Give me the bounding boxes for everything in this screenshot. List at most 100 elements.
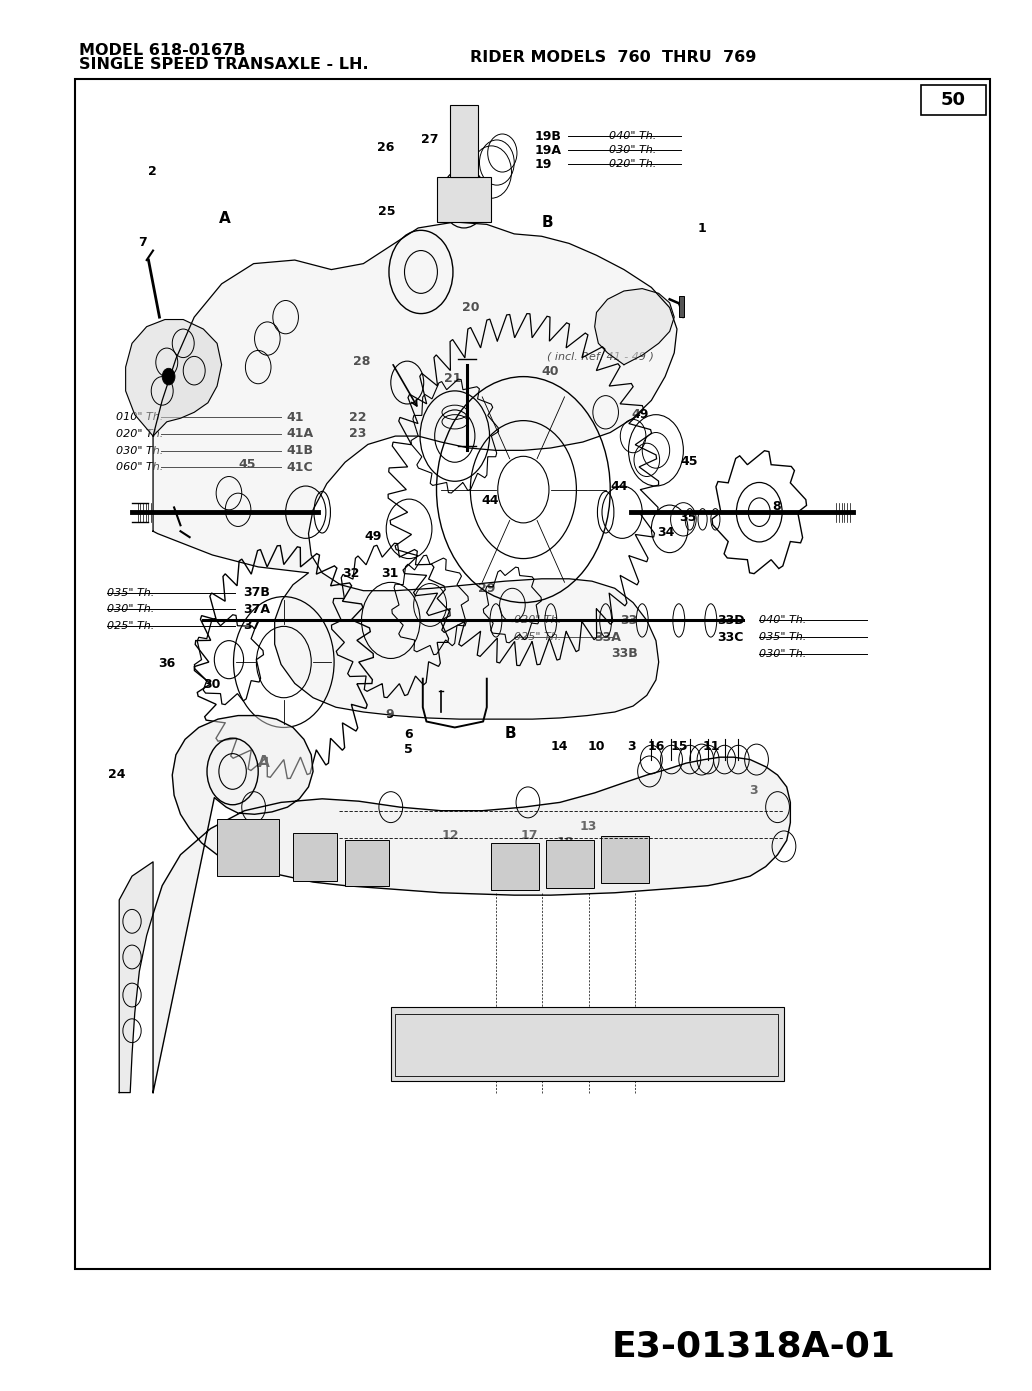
Text: 23: 23 [350,427,366,441]
Text: 33: 33 [620,613,638,627]
Text: 1: 1 [698,221,706,235]
Text: 15: 15 [671,740,687,754]
Circle shape [162,369,175,385]
Text: B: B [541,216,553,230]
Text: 44: 44 [611,480,627,494]
Text: 30: 30 [203,677,220,691]
Text: 19: 19 [535,157,552,171]
Text: 12: 12 [442,829,458,843]
Bar [921,85,986,115]
Text: 2: 2 [149,164,157,178]
Text: 13: 13 [580,819,596,833]
Text: 40: 40 [542,364,559,378]
Bar [450,106,478,177]
Text: 32: 32 [343,566,359,580]
Text: 45: 45 [681,455,698,469]
Text: 29: 29 [479,581,495,595]
Text: ( incl. Ref. 41 - 49 ): ( incl. Ref. 41 - 49 ) [547,351,654,362]
Text: 21: 21 [444,371,461,385]
Text: 025" Th.: 025" Th. [107,620,155,632]
Text: 41B: 41B [287,444,314,458]
Polygon shape [120,862,153,1092]
Text: 7: 7 [138,235,147,249]
Text: 19B: 19B [535,129,561,143]
Text: 45: 45 [239,458,256,472]
Text: 27: 27 [421,132,438,146]
Text: 030" Th.: 030" Th. [609,145,656,156]
Bar [491,843,539,890]
Text: 020" Th.: 020" Th. [514,615,561,626]
Text: 4: 4 [378,858,386,872]
Text: 37: 37 [244,619,261,633]
Text: 33C: 33C [717,630,744,644]
Text: 37B: 37B [244,586,270,600]
Text: 030" Th.: 030" Th. [116,445,163,456]
Text: 33B: 33B [611,647,638,661]
Text: 060" Th.: 060" Th. [116,462,163,473]
Text: RIDER MODELS  760  THRU  769: RIDER MODELS 760 THRU 769 [470,50,755,65]
Text: 025" Th.: 025" Th. [514,632,561,643]
Bar [217,819,280,876]
Text: 19A: 19A [535,143,561,157]
Text: 37A: 37A [244,602,270,616]
Text: 41: 41 [287,410,304,424]
Text: 030" Th.: 030" Th. [759,648,806,659]
Text: 020" Th.: 020" Th. [116,428,163,440]
Text: 010" Th.: 010" Th. [116,412,163,423]
Text: 49: 49 [365,530,382,544]
Text: 035" Th.: 035" Th. [759,632,806,643]
Bar [391,1007,784,1081]
Text: 20: 20 [462,300,480,314]
Text: 3: 3 [749,783,757,797]
Bar [395,1014,777,1075]
Text: 020" Th.: 020" Th. [609,159,656,170]
Text: 040" Th.: 040" Th. [609,131,656,142]
Text: 6: 6 [405,727,413,741]
Text: A: A [219,211,231,225]
Polygon shape [126,320,222,435]
Bar [437,177,491,223]
Text: B: B [505,726,517,740]
Text: 41C: 41C [287,460,314,474]
Text: E3-01318A-01: E3-01318A-01 [611,1330,896,1363]
Text: 8: 8 [772,499,780,513]
Polygon shape [153,715,791,1092]
Text: 9: 9 [386,708,394,722]
Text: 28: 28 [353,355,369,369]
Bar [679,296,684,317]
Polygon shape [153,223,677,719]
Bar [345,840,389,886]
Polygon shape [594,288,674,364]
Text: 17: 17 [521,829,538,843]
Text: 035" Th.: 035" Th. [107,587,155,598]
Text: 040" Th.: 040" Th. [759,615,806,626]
Text: 14: 14 [551,740,568,754]
Text: 41A: 41A [287,427,314,441]
Bar [293,833,336,881]
Text: 11: 11 [703,740,719,754]
Bar [601,836,649,883]
Text: 3: 3 [627,740,636,754]
Text: 49: 49 [632,408,648,421]
Text: 22: 22 [350,410,366,424]
Text: 030" Th.: 030" Th. [107,604,155,615]
Text: 10: 10 [588,740,605,754]
Text: 36: 36 [159,657,175,670]
Text: 44: 44 [482,494,498,508]
Text: 50: 50 [940,92,966,108]
Text: 5: 5 [405,743,413,757]
Text: 25: 25 [379,204,395,218]
Text: 16: 16 [648,740,665,754]
Text: 18: 18 [557,836,574,850]
Text: 35: 35 [680,510,697,524]
Bar [75,79,990,1269]
Text: SINGLE SPEED TRANSAXLE - LH.: SINGLE SPEED TRANSAXLE - LH. [79,57,369,72]
Text: 33A: 33A [594,630,621,644]
Text: 31: 31 [382,566,398,580]
Text: 24: 24 [108,768,125,782]
Text: A: A [258,755,270,769]
Bar [546,840,593,887]
Text: 26: 26 [378,140,394,154]
Text: 34: 34 [657,526,674,540]
Text: MODEL 618-0167B: MODEL 618-0167B [79,43,246,58]
